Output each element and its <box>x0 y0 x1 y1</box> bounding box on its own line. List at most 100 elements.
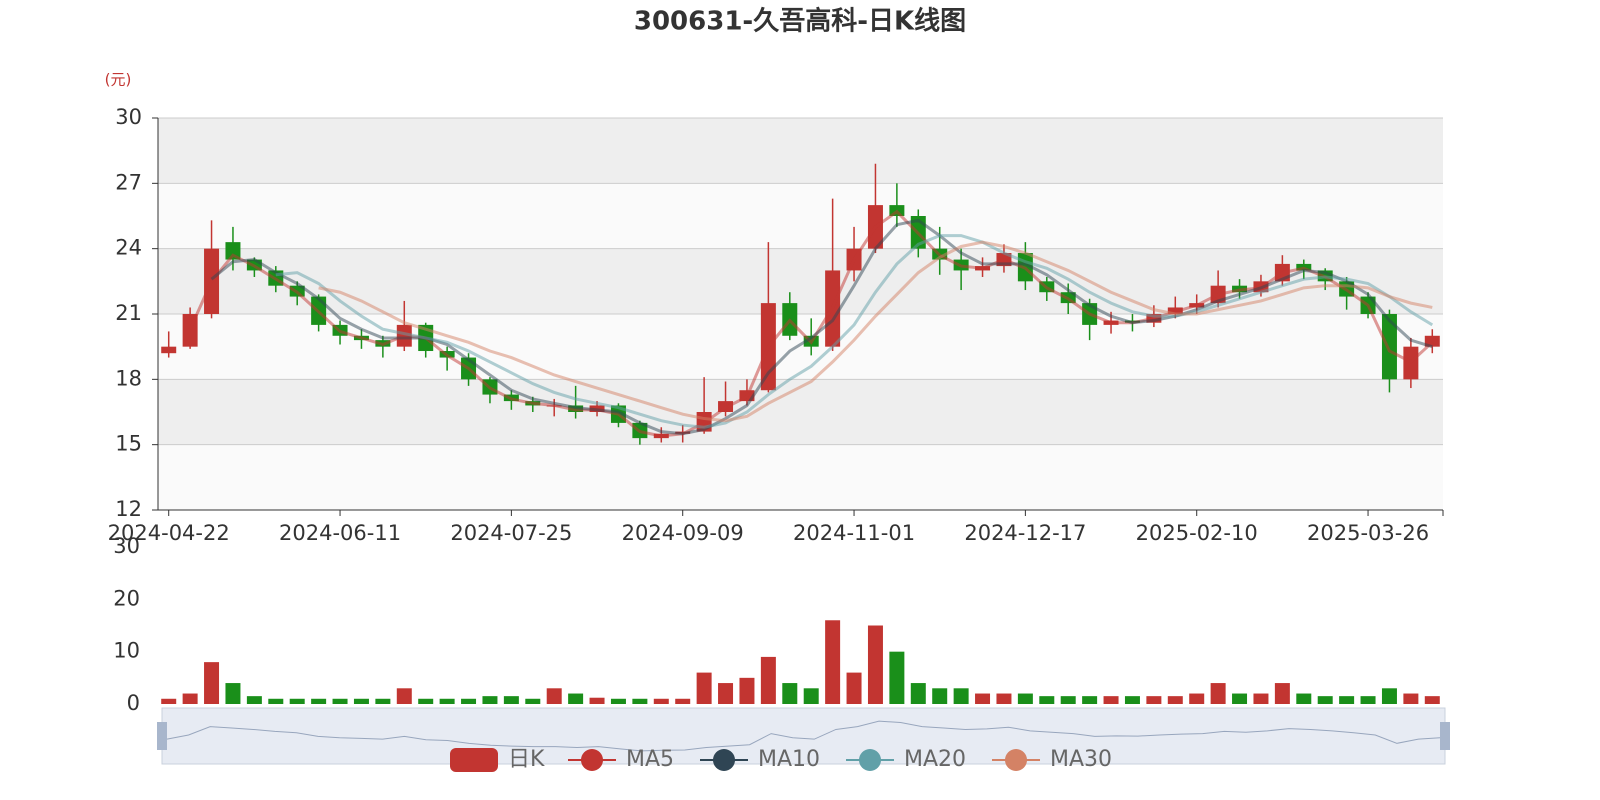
y-tick-label: 18 <box>115 366 142 390</box>
zoom-handle-left[interactable] <box>157 722 167 750</box>
volume-bar <box>1339 696 1355 704</box>
zoom-overview <box>166 720 1441 752</box>
volume-bar <box>1317 696 1333 704</box>
volume-bar <box>632 698 648 704</box>
legend-swatch <box>1005 749 1027 771</box>
chart-title: 300631-久吾高科-日K线图 <box>634 6 966 37</box>
volume-bar <box>825 620 841 704</box>
ma-line <box>275 234 1434 429</box>
y-tick-label: 15 <box>115 432 142 456</box>
volume-bar <box>653 698 669 704</box>
volume-bar <box>675 698 691 704</box>
x-tick-label: 2024-09-09 <box>622 521 744 545</box>
x-tick-label: 2024-12-17 <box>964 521 1086 545</box>
volume-bar <box>332 698 348 704</box>
volume-bar <box>546 688 562 704</box>
volume-bar <box>439 698 455 704</box>
candle-body <box>1381 314 1397 380</box>
split-area <box>158 314 1443 380</box>
legend-label: MA10 <box>758 747 820 772</box>
volume-bar <box>739 677 755 704</box>
volume-bar <box>953 688 969 704</box>
volume-bar <box>996 693 1012 704</box>
volume-bar <box>1167 696 1183 704</box>
y-tick-label: 24 <box>115 236 142 260</box>
volume-tick-label: 10 <box>113 639 140 663</box>
volume-tick-label: 0 <box>127 691 140 715</box>
volume-bar <box>353 698 369 704</box>
x-tick-label: 2024-07-25 <box>450 521 572 545</box>
legend-label: MA20 <box>904 747 966 772</box>
split-area <box>158 118 1443 184</box>
volume-bar <box>782 683 798 704</box>
volume-bar <box>1039 696 1055 704</box>
volume-bar <box>1060 696 1076 704</box>
volume-bar <box>932 688 948 704</box>
volume-bar <box>268 698 284 704</box>
legend-swatch <box>581 749 603 771</box>
legend-swatch <box>713 749 735 771</box>
x-tick-label: 2025-02-10 <box>1136 521 1258 545</box>
volume-bar <box>204 662 220 704</box>
y-unit: (元) <box>105 71 132 89</box>
candle-body <box>1424 335 1440 347</box>
x-tick-label: 2024-11-01 <box>793 521 915 545</box>
volume-bar <box>161 698 177 704</box>
volume-bar <box>182 693 198 704</box>
volume-bar <box>1360 696 1376 704</box>
zoom-handle-right[interactable] <box>1440 722 1450 750</box>
y-tick-label: 12 <box>115 497 142 521</box>
candle-body <box>161 346 177 354</box>
volume-bar <box>1424 696 1440 704</box>
split-area <box>158 379 1443 445</box>
x-tick-label: 2024-04-22 <box>108 521 230 545</box>
volume-bar <box>246 696 262 704</box>
volume-bar <box>1103 696 1119 704</box>
volume-bar <box>1124 696 1140 704</box>
volume-bar <box>975 693 991 704</box>
volume-bar <box>311 698 327 704</box>
volume-bar <box>1274 683 1290 704</box>
volume-bar <box>1381 688 1397 704</box>
legend-label: 日K <box>508 747 545 772</box>
volume-tick-label: 30 <box>113 534 140 558</box>
volume-bar <box>1403 693 1419 704</box>
volume-bar <box>1082 696 1098 704</box>
volume-bar <box>910 683 926 704</box>
legend-swatch <box>859 749 881 771</box>
volume-bar <box>803 688 819 704</box>
volume-bar <box>1017 693 1033 704</box>
y-tick-label: 27 <box>115 170 142 194</box>
volume-bar <box>1189 693 1205 704</box>
volume-bar <box>589 697 605 704</box>
volume-bar <box>289 698 305 704</box>
volume-bar <box>696 672 712 704</box>
volume-tick-label: 20 <box>113 586 140 610</box>
legend-label: MA5 <box>626 747 674 772</box>
volume-bar <box>418 698 434 704</box>
volume-bar <box>375 698 391 704</box>
legend-swatch <box>450 748 498 772</box>
volume-bar <box>525 698 541 704</box>
volume-bar <box>482 696 498 704</box>
volume-bar <box>568 693 584 704</box>
volume-bar <box>1146 696 1162 704</box>
volume-bar <box>503 696 519 704</box>
ma-line <box>318 240 1433 423</box>
volume-bar <box>718 683 734 704</box>
x-tick-label: 2024-06-11 <box>279 521 401 545</box>
volume-bar <box>610 698 626 704</box>
ma-line <box>210 218 1433 436</box>
volume-bar <box>1210 683 1226 704</box>
split-area <box>158 183 1443 249</box>
data-zoom[interactable] <box>161 707 1446 765</box>
volume-bar <box>867 625 883 704</box>
volume-bar <box>461 698 477 704</box>
volume-bar <box>760 656 776 704</box>
volume-bar <box>225 683 241 704</box>
legend-label: MA30 <box>1050 747 1112 772</box>
x-tick-label: 2025-03-26 <box>1307 521 1429 545</box>
y-tick-label: 30 <box>115 105 142 129</box>
volume-bar <box>1296 693 1312 704</box>
